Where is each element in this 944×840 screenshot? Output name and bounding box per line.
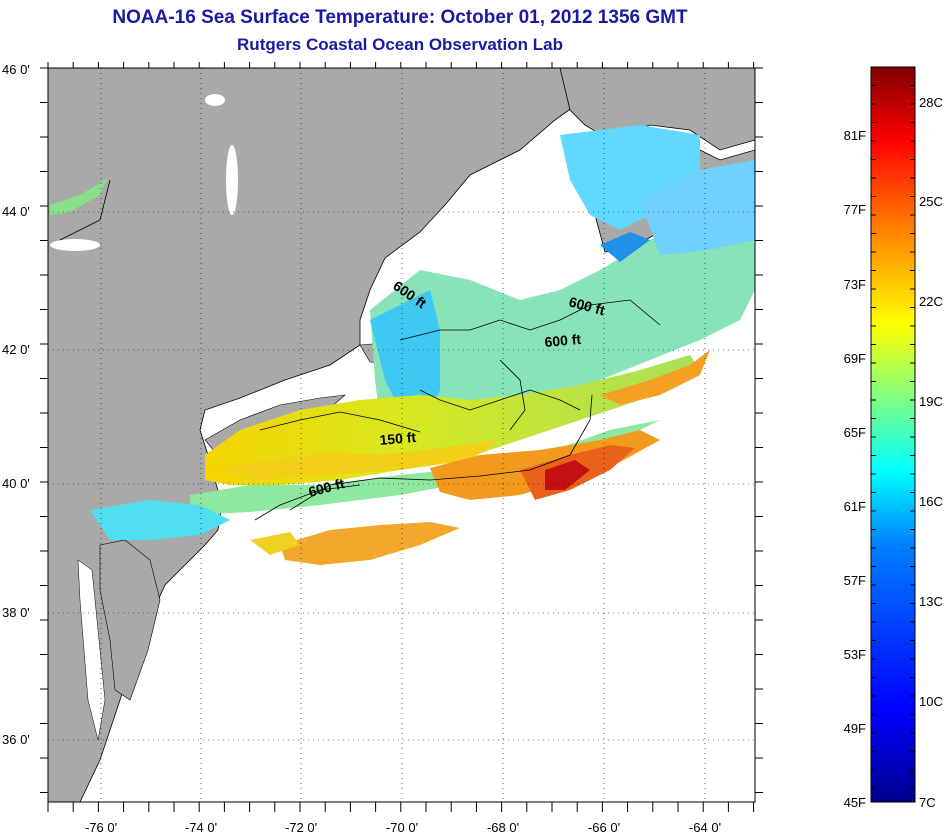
map-frame bbox=[47, 67, 756, 803]
lat-label: 44 0' bbox=[2, 204, 30, 219]
colorbar-c-label: 22C bbox=[919, 294, 943, 309]
colorbar-c-label: 28C bbox=[919, 95, 943, 110]
lon-label: -64 0' bbox=[689, 820, 721, 835]
contour-label: 150 ft bbox=[379, 429, 417, 448]
bathymetry-contours bbox=[59, 179, 661, 521]
colorbar-f-label: 69F bbox=[844, 351, 866, 366]
colorbar-c-label: 13C bbox=[919, 594, 943, 609]
colorbar-f-label: 49F bbox=[844, 721, 866, 736]
lat-label: 38 0' bbox=[2, 605, 30, 620]
colorbar-f-label: 81F bbox=[844, 128, 866, 143]
land-delmarva bbox=[99, 539, 161, 701]
lon-label: -68 0' bbox=[487, 820, 519, 835]
map-subtitle: Rutgers Coastal Ocean Observation Lab bbox=[237, 35, 563, 54]
lake-shape bbox=[205, 94, 225, 106]
colorbar-c-label: 19C bbox=[919, 394, 943, 409]
colorbar-c-label: 16C bbox=[919, 494, 943, 509]
lon-label: -70 0' bbox=[386, 820, 418, 835]
contour-label: 600 ft bbox=[544, 331, 582, 350]
axis-ticks bbox=[40, 62, 763, 812]
colorbar-c-label: 7C bbox=[919, 795, 936, 810]
colorbar-celsius-labels: 28C 25C 22C 19C 16C 13C 10C 7C bbox=[919, 95, 943, 810]
colorbar-f-label: 73F bbox=[844, 277, 866, 292]
lat-label: 46 0' bbox=[2, 62, 30, 77]
colorbar-f-label: 53F bbox=[844, 647, 866, 662]
colorbar-c-label: 25C bbox=[919, 194, 943, 209]
colorbar-f-label: 45F bbox=[844, 795, 866, 810]
lon-label: -74 0' bbox=[185, 820, 217, 835]
latitude-labels: 46 0' 44 0' 42 0' 40 0' 38 0' 36 0' bbox=[2, 62, 30, 747]
colorbar-fahrenheit-labels: 81F 77F 73F 69F 65F 61F 57F 53F 49F 45F bbox=[844, 128, 866, 810]
map-area bbox=[48, 68, 755, 802]
map-title: NOAA-16 Sea Surface Temperature: October… bbox=[112, 7, 688, 28]
lat-label: 40 0' bbox=[2, 476, 30, 491]
lon-label: -72 0' bbox=[285, 820, 317, 835]
longitude-labels: -76 0' -74 0' -72 0' -70 0' -68 0' -66 0… bbox=[85, 820, 721, 835]
lake-shape bbox=[226, 145, 238, 215]
lake-shape bbox=[50, 239, 100, 251]
colorbar-f-label: 65F bbox=[844, 425, 866, 440]
chesapeake-bay bbox=[77, 559, 106, 741]
colorbar-f-label: 77F bbox=[844, 202, 866, 217]
temperature-colorbar: 81F 77F 73F 69F 65F 61F 57F 53F 49F 45F … bbox=[844, 66, 943, 810]
lon-label: -76 0' bbox=[85, 820, 117, 835]
lat-label: 42 0' bbox=[2, 342, 30, 357]
colorbar-f-label: 61F bbox=[844, 499, 866, 514]
colorbar-c-label: 10C bbox=[919, 694, 943, 709]
colorbar-gradient bbox=[870, 66, 916, 803]
lon-label: -66 0' bbox=[588, 820, 620, 835]
colorbar-f-label: 57F bbox=[844, 573, 866, 588]
lat-label: 36 0' bbox=[2, 732, 30, 747]
sst-data-layer bbox=[50, 125, 755, 565]
